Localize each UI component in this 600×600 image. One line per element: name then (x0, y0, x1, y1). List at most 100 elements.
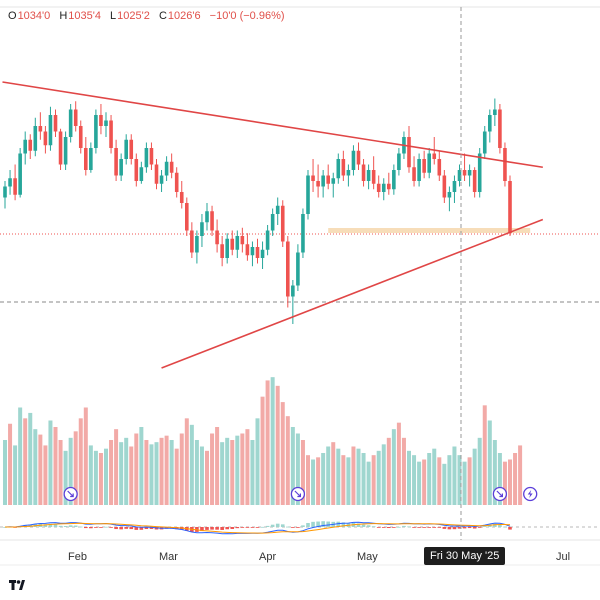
trendlines[interactable] (2, 81, 544, 369)
candle (260, 241, 265, 269)
macd-histogram-bar (139, 527, 144, 530)
candle (397, 148, 401, 176)
candle-body (3, 186, 7, 198)
volume-bar (58, 440, 63, 505)
candle (104, 112, 108, 137)
candle (296, 244, 300, 291)
split-glyph (294, 490, 301, 498)
candle-body (447, 192, 452, 198)
dividend-event-icon[interactable] (63, 486, 78, 502)
candle-body (210, 211, 214, 231)
volume-bar (43, 445, 48, 505)
candle (38, 112, 43, 140)
volume-bar (48, 420, 53, 505)
candle (447, 186, 452, 212)
candle-body (144, 148, 149, 168)
volume-bar (457, 455, 462, 505)
macd-histogram-bar (397, 526, 401, 528)
volume-bar (492, 440, 497, 505)
candle (99, 104, 103, 135)
candle (270, 208, 275, 236)
macd-histogram-bar (371, 526, 376, 528)
candle (316, 164, 320, 198)
volume-bar (306, 455, 310, 505)
macd-histogram-bar (260, 526, 265, 528)
candle (190, 222, 194, 258)
candle (200, 214, 204, 247)
volume-bar (275, 385, 280, 505)
tradingview-logo-icon[interactable] (8, 576, 26, 594)
volume-bar (210, 433, 215, 505)
candle (159, 170, 164, 192)
candle (407, 126, 411, 173)
volume-bar (290, 427, 295, 505)
volume-bar (321, 453, 326, 505)
macd-histogram-bar (477, 527, 482, 528)
close-label: C (158, 10, 167, 22)
candle-body (366, 170, 371, 181)
volume-bar (300, 440, 305, 505)
event-markers[interactable] (63, 486, 538, 502)
candle-body (417, 159, 421, 181)
low-value: 1025'2 (117, 10, 150, 22)
macd-histogram-bar (437, 527, 442, 528)
volume-bar (250, 440, 255, 505)
volume-bar (452, 446, 457, 505)
volume-bar (109, 440, 114, 505)
volume-bar (295, 433, 300, 505)
high-label: H (59, 10, 68, 22)
candle (417, 153, 421, 187)
candle (311, 159, 315, 192)
candle-body (245, 244, 250, 256)
x-tick-mar: Mar (159, 551, 178, 563)
macd-histogram-bar (402, 525, 406, 527)
flash-event-icon[interactable] (523, 486, 538, 502)
candle-body (195, 236, 199, 253)
candle-body (94, 115, 98, 148)
candle (457, 164, 462, 187)
candle-body (215, 230, 219, 245)
candle (381, 178, 386, 201)
candle-body (179, 192, 184, 203)
volume-bar (462, 461, 467, 505)
candle-body (270, 214, 275, 231)
macd-histogram-bar (144, 527, 149, 530)
macd-histogram-bar (376, 527, 381, 528)
candle-body (240, 236, 245, 245)
candle-body (336, 159, 341, 179)
dividend-event-icon[interactable] (492, 486, 508, 502)
high-value: 1035'4 (68, 10, 101, 22)
macd-histogram-bar (503, 526, 507, 528)
macd-histogram-bar (99, 527, 103, 528)
candle (240, 227, 245, 253)
macd-histogram-bar (508, 527, 512, 530)
volume-bar (134, 433, 139, 505)
dividend-event-icon[interactable] (290, 486, 306, 502)
macd-histogram-bar (301, 525, 305, 527)
reference-lines (0, 228, 600, 303)
macd-histogram-bar (245, 527, 250, 528)
candle-body (68, 109, 73, 137)
candle-body (387, 183, 391, 190)
volume-bar (53, 427, 58, 505)
volume-bar (396, 422, 401, 505)
candle (255, 238, 260, 264)
candle (235, 230, 240, 258)
candle-body (296, 252, 300, 286)
volume-bar (78, 418, 83, 505)
macd-histogram-bar (78, 526, 83, 528)
macd-histogram-bar (427, 527, 431, 528)
candle-body (376, 183, 381, 192)
candle-body (38, 126, 43, 132)
volume-bar (174, 448, 179, 505)
candle-body (392, 170, 396, 190)
macd-histogram-bar (321, 521, 325, 527)
volume-bar (447, 455, 452, 505)
volume-bar (13, 445, 18, 505)
macd-histogram-bar (240, 527, 245, 528)
candle-body (477, 153, 482, 192)
candle (477, 148, 482, 198)
macd-histogram-bar (73, 525, 78, 527)
volume-bar (331, 442, 336, 505)
